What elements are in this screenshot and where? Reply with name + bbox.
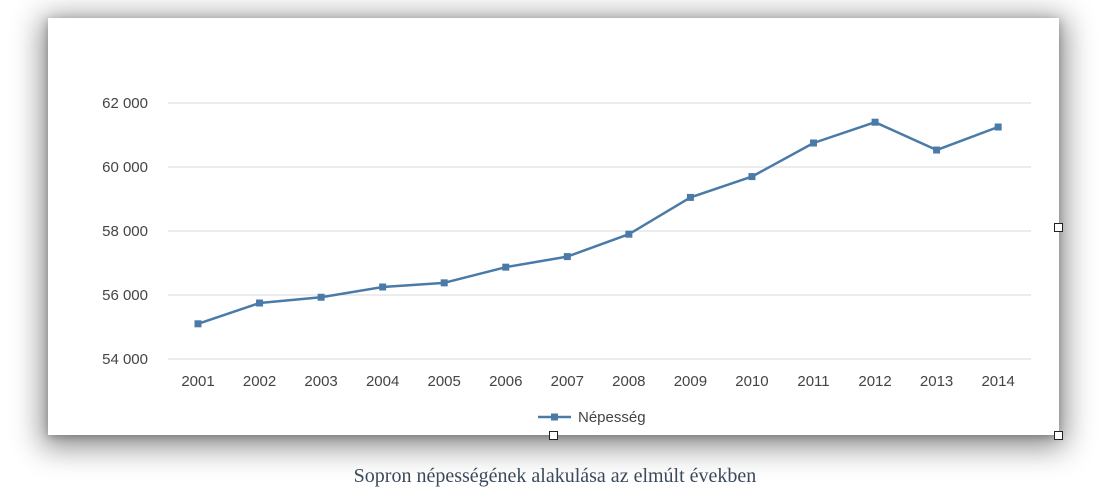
data-point-marker bbox=[994, 123, 1002, 131]
x-tick-label: 2002 bbox=[243, 373, 276, 390]
data-point-marker bbox=[625, 230, 633, 238]
data-point-marker bbox=[256, 299, 264, 307]
data-point-marker bbox=[933, 146, 941, 154]
figure-caption: Sopron népességének alakulása az elmúlt … bbox=[353, 465, 757, 487]
y-tick-label: 54 000 bbox=[102, 351, 148, 368]
data-point-marker bbox=[563, 253, 571, 261]
x-tick-label: 2004 bbox=[366, 373, 399, 390]
legend-marker-swatch bbox=[551, 413, 558, 421]
series-line bbox=[197, 120, 999, 325]
x-tick-label: 2005 bbox=[428, 373, 461, 390]
resize-handle-right[interactable] bbox=[1054, 223, 1063, 232]
x-tick-label: 2003 bbox=[304, 373, 337, 390]
data-point-marker bbox=[748, 173, 756, 181]
y-axis-tick-labels: 54 000 56 000 58 000 60 000 62 000 bbox=[102, 95, 148, 368]
x-tick-label: 2006 bbox=[489, 373, 522, 390]
y-tick-label: 56 000 bbox=[102, 287, 148, 304]
x-tick-label: 2001 bbox=[181, 373, 214, 390]
x-tick-label: 2010 bbox=[735, 373, 768, 390]
y-tick-label: 62 000 bbox=[102, 95, 148, 112]
resize-handle-bottom-center[interactable] bbox=[549, 431, 558, 440]
x-axis-tick-labels: 2001 2002 2003 2004 2005 2006 2007 2008 2009 2010… bbox=[181, 373, 1015, 390]
data-point-marker bbox=[379, 283, 387, 291]
x-tick-label: 2008 bbox=[612, 373, 645, 390]
legend-label: Népesség bbox=[578, 409, 646, 426]
y-tick-label: 58 000 bbox=[102, 223, 148, 240]
legend: Népesség bbox=[538, 409, 646, 426]
data-point-marker bbox=[194, 320, 202, 328]
data-point-marker bbox=[810, 139, 817, 147]
resize-handle-bottom-right[interactable] bbox=[1054, 431, 1063, 440]
data-point-marker bbox=[502, 263, 510, 271]
x-tick-label: 2009 bbox=[674, 373, 707, 390]
x-tick-label: 2011 bbox=[797, 373, 829, 390]
x-tick-label: 2007 bbox=[551, 373, 584, 390]
x-tick-label: 2012 bbox=[858, 373, 891, 390]
data-point-marker bbox=[440, 279, 448, 287]
data-point-marker bbox=[317, 293, 325, 301]
y-tick-label: 60 000 bbox=[102, 159, 148, 176]
gridlines bbox=[168, 102, 1031, 360]
x-tick-label: 2013 bbox=[920, 373, 953, 390]
data-point-marker bbox=[871, 118, 879, 126]
data-point-marker bbox=[686, 193, 694, 201]
x-tick-label: 2014 bbox=[981, 373, 1014, 390]
series-layer bbox=[194, 118, 1002, 328]
chart-object[interactable]: 54 000 56 000 58 000 60 000 62 000 2001 2002 2… bbox=[48, 18, 1059, 435]
